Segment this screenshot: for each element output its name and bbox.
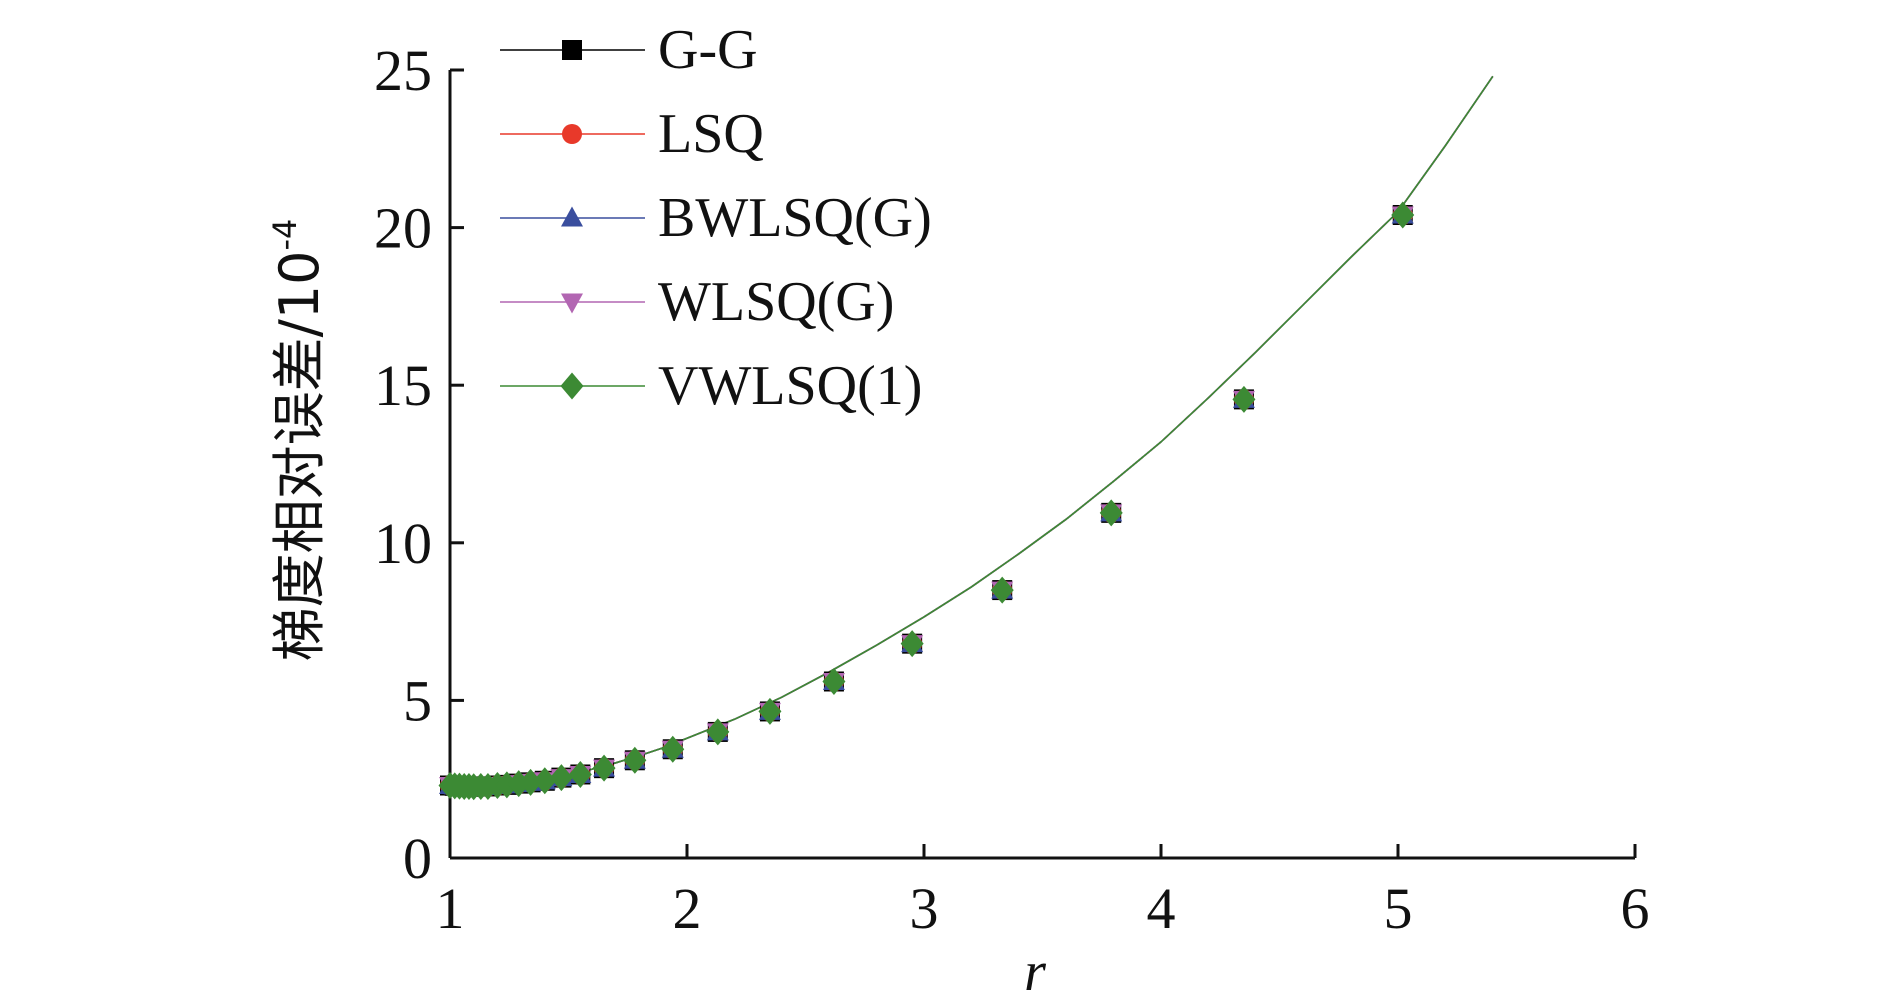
data-point <box>623 746 647 774</box>
y-tick-label: 10 <box>374 511 432 576</box>
axes: 1 2 3 4 5 6 0 5 10 15 20 25 <box>374 38 1650 941</box>
legend-marker <box>561 206 583 227</box>
legend-label: LSQ <box>658 103 764 165</box>
x-tick-label: 2 <box>673 876 702 941</box>
legend-marker <box>562 40 582 60</box>
legend-label: BWLSQ(G) <box>658 187 932 249</box>
series-markers-bwlsq-g- <box>439 203 1414 796</box>
y-axis-title-exponent: -4 <box>266 219 304 251</box>
data-point <box>706 718 730 746</box>
data-point <box>592 754 616 782</box>
data-point <box>900 630 924 658</box>
x-tick-label: 5 <box>1384 876 1413 941</box>
y-tick-label: 15 <box>374 353 432 418</box>
series-line-wlsq-g- <box>449 75 1494 788</box>
legend: G-G LSQ BWLSQ(G) WLSQ(G) VWLSQ(1) <box>500 19 932 417</box>
y-tick-label: 20 <box>374 196 432 261</box>
legend-label: VWLSQ(1) <box>658 355 922 417</box>
data-point <box>1099 499 1123 527</box>
x-axis-title: r <box>1024 941 1046 996</box>
data-point <box>990 576 1014 604</box>
legend-entry: G-G <box>500 19 758 81</box>
legend-marker <box>560 372 584 400</box>
legend-entry: WLSQ(G) <box>500 271 894 333</box>
series-line-lsq <box>449 75 1494 788</box>
legend-entry: BWLSQ(G) <box>500 187 932 249</box>
legend-label: G-G <box>658 19 758 81</box>
data-point <box>822 667 846 695</box>
series-markers-wlsq-g- <box>439 206 1414 799</box>
series-curves <box>449 75 1494 788</box>
data-point <box>1391 201 1415 229</box>
data-point <box>519 768 543 796</box>
series-markers <box>438 201 1415 801</box>
series-markers-g-g <box>440 204 1413 797</box>
x-tick-label: 6 <box>1621 876 1650 941</box>
data-point <box>568 760 592 788</box>
x-tick-label: 3 <box>910 876 939 941</box>
legend-marker <box>562 124 582 144</box>
data-point <box>1232 385 1256 413</box>
legend-entry: LSQ <box>500 103 764 165</box>
data-point <box>549 764 573 792</box>
x-tick-label: 1 <box>436 876 465 941</box>
x-tick-label: 4 <box>1147 876 1176 941</box>
y-axis-title-text: 梯度相对误差/10 <box>268 251 331 662</box>
data-point <box>661 735 685 763</box>
series-line-bwlsq-g- <box>449 75 1494 788</box>
series-markers-vwlsq-1- <box>438 201 1415 801</box>
data-point <box>758 697 782 725</box>
y-tick-label: 5 <box>403 668 432 733</box>
series-line-g-g <box>449 75 1494 788</box>
legend-entry: VWLSQ(1) <box>500 355 922 417</box>
y-tick-label: 0 <box>403 826 432 891</box>
y-axis-title: 梯度相对误差/10-4 <box>266 219 331 662</box>
series-markers-lsq <box>440 204 1413 797</box>
series-line-vwlsq-1- <box>449 75 1494 788</box>
y-tick-label: 25 <box>374 38 432 103</box>
legend-marker <box>561 293 583 314</box>
legend-label: WLSQ(G) <box>658 271 894 333</box>
data-point <box>533 767 557 795</box>
